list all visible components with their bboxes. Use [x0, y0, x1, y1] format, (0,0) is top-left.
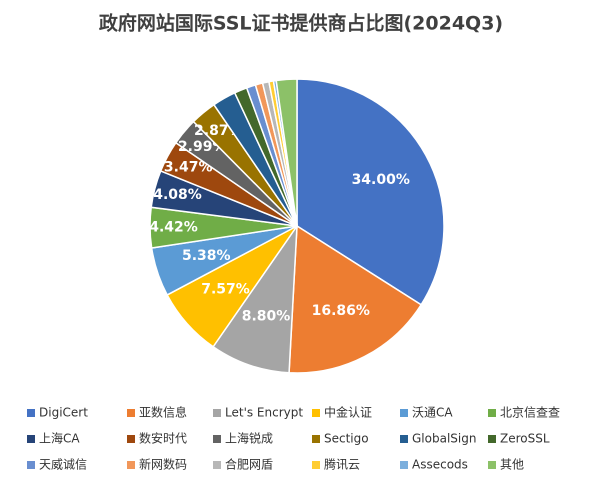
legend-swatch	[400, 461, 408, 469]
data-label: 4.08%	[153, 187, 202, 203]
legend-label: 天威诚信	[39, 458, 87, 472]
data-label: 5.38%	[182, 248, 231, 264]
pie-slice	[288, 224, 423, 374]
data-label: 7.57%	[201, 281, 250, 297]
legend-label: 上海CA	[39, 431, 80, 446]
legend-label: Assecods	[412, 458, 468, 472]
legend-label: 亚数信息	[139, 405, 187, 420]
legend-label: 数安时代	[139, 431, 187, 446]
data-label: 16.86%	[312, 303, 370, 319]
legend-swatch	[213, 461, 221, 469]
legend-swatch	[488, 435, 496, 443]
pie-slice	[275, 78, 298, 227]
legend-label: 北京信查查	[500, 406, 560, 420]
legend-label: GlobalSign	[412, 432, 476, 446]
legend-label: 腾讯云	[324, 457, 360, 472]
data-label: 8.80%	[242, 308, 291, 324]
legend-label: 其他	[500, 458, 524, 472]
legend-swatch	[312, 461, 320, 469]
legend-swatch	[400, 409, 408, 417]
legend-label: 中金认证	[324, 405, 372, 420]
legend-swatch	[213, 409, 221, 417]
data-label: 4.42%	[149, 219, 198, 235]
legend-swatch	[27, 461, 35, 469]
legend-swatch	[27, 435, 35, 443]
legend-swatch	[127, 409, 135, 417]
legend-label: Sectigo	[324, 432, 369, 446]
legend-swatch	[312, 409, 320, 417]
legend-label: Let's Encrypt	[225, 406, 303, 420]
legend-swatch	[127, 435, 135, 443]
legend-swatch	[400, 435, 408, 443]
pie-slice	[296, 78, 445, 306]
legend-swatch	[27, 409, 35, 417]
chart-title: 政府网站国际SSL证书提供商占比图(2024Q3)	[99, 12, 503, 35]
legend-swatch	[127, 461, 135, 469]
legend-swatch	[312, 435, 320, 443]
legend-label: 沃通CA	[412, 406, 453, 420]
legend-swatch	[213, 435, 221, 443]
legend-swatch	[488, 409, 496, 417]
legend-label: 新网数码	[139, 457, 187, 472]
pie-slice	[212, 223, 298, 374]
legend-label: 合肥网盾	[225, 457, 273, 472]
legend-label: 上海锐成	[225, 431, 273, 446]
data-label: 3.47%	[164, 160, 213, 176]
legend-swatch	[488, 461, 496, 469]
legend-label: ZeroSSL	[500, 432, 550, 446]
data-label: 34.00%	[352, 172, 410, 188]
legend-label: DigiCert	[39, 406, 88, 420]
